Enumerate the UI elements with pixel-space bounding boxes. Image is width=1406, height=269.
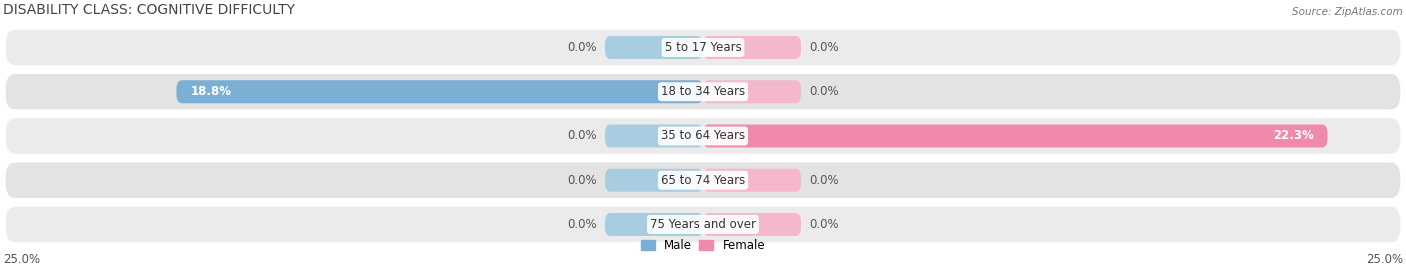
Text: 65 to 74 Years: 65 to 74 Years bbox=[661, 174, 745, 187]
Text: 0.0%: 0.0% bbox=[567, 41, 596, 54]
Legend: Male, Female: Male, Female bbox=[641, 239, 765, 252]
Text: 22.3%: 22.3% bbox=[1272, 129, 1313, 143]
FancyBboxPatch shape bbox=[605, 36, 703, 59]
FancyBboxPatch shape bbox=[605, 125, 703, 147]
Text: 25.0%: 25.0% bbox=[1367, 253, 1403, 266]
FancyBboxPatch shape bbox=[703, 80, 801, 103]
FancyBboxPatch shape bbox=[703, 36, 801, 59]
FancyBboxPatch shape bbox=[703, 213, 801, 236]
Text: 18 to 34 Years: 18 to 34 Years bbox=[661, 85, 745, 98]
Text: 75 Years and over: 75 Years and over bbox=[650, 218, 756, 231]
Text: 5 to 17 Years: 5 to 17 Years bbox=[665, 41, 741, 54]
Text: 0.0%: 0.0% bbox=[567, 129, 596, 143]
FancyBboxPatch shape bbox=[6, 118, 1400, 154]
FancyBboxPatch shape bbox=[176, 80, 703, 103]
Text: 0.0%: 0.0% bbox=[810, 174, 839, 187]
Text: DISABILITY CLASS: COGNITIVE DIFFICULTY: DISABILITY CLASS: COGNITIVE DIFFICULTY bbox=[3, 2, 295, 16]
Text: 0.0%: 0.0% bbox=[567, 174, 596, 187]
Text: 0.0%: 0.0% bbox=[567, 218, 596, 231]
Text: 18.8%: 18.8% bbox=[190, 85, 232, 98]
FancyBboxPatch shape bbox=[703, 169, 801, 192]
FancyBboxPatch shape bbox=[605, 169, 703, 192]
Text: 35 to 64 Years: 35 to 64 Years bbox=[661, 129, 745, 143]
FancyBboxPatch shape bbox=[6, 74, 1400, 109]
Text: 0.0%: 0.0% bbox=[810, 41, 839, 54]
Text: 0.0%: 0.0% bbox=[810, 85, 839, 98]
FancyBboxPatch shape bbox=[6, 207, 1400, 242]
FancyBboxPatch shape bbox=[6, 30, 1400, 65]
FancyBboxPatch shape bbox=[703, 125, 1327, 147]
FancyBboxPatch shape bbox=[605, 213, 703, 236]
Text: 25.0%: 25.0% bbox=[3, 253, 39, 266]
Text: 0.0%: 0.0% bbox=[810, 218, 839, 231]
Text: Source: ZipAtlas.com: Source: ZipAtlas.com bbox=[1292, 6, 1403, 16]
FancyBboxPatch shape bbox=[6, 162, 1400, 198]
